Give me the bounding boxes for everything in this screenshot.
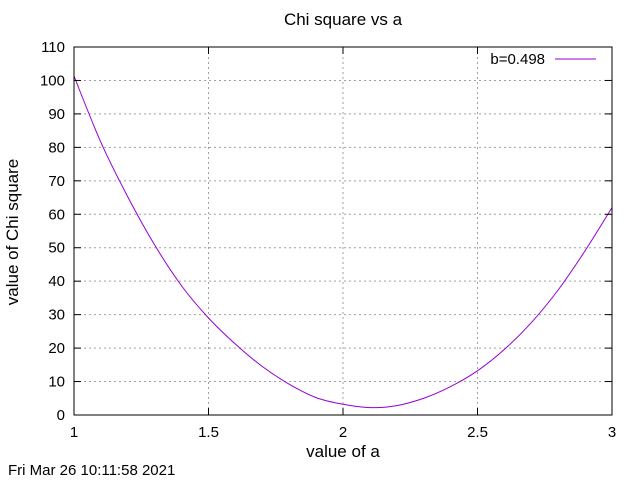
legend-label: b=0.498 xyxy=(490,51,545,68)
gridlines xyxy=(74,47,612,415)
x-tick-label: 3 xyxy=(608,424,616,441)
tick-marks xyxy=(73,46,613,416)
y-tick-labels: 0 10 20 30 40 50 60 70 80 90 100 110 xyxy=(40,39,65,424)
y-tick-label: 90 xyxy=(48,106,65,123)
y-tick-label: 60 xyxy=(48,206,65,223)
x-axis-title: value of a xyxy=(306,442,380,461)
chart-title: Chi square vs a xyxy=(284,10,403,29)
y-tick-label: 110 xyxy=(41,39,65,56)
y-tick-label: 50 xyxy=(48,240,65,257)
series-line-b0498 xyxy=(73,75,613,409)
y-axis-title: value of Chi square xyxy=(3,159,22,305)
y-tick-label: 20 xyxy=(48,340,65,357)
legend: b=0.498 xyxy=(490,51,596,68)
x-tick-label: 2 xyxy=(339,424,347,441)
y-tick-label: 70 xyxy=(48,173,65,190)
y-tick-label: 10 xyxy=(48,374,65,391)
y-tick-label: 80 xyxy=(48,139,65,156)
y-tick-label: 0 xyxy=(57,407,65,424)
y-tick-label: 100 xyxy=(40,72,65,89)
timestamp: Fri Mar 26 10:11:58 2021 xyxy=(8,462,175,479)
y-tick-label: 30 xyxy=(48,307,65,324)
y-tick-label: 40 xyxy=(48,273,65,290)
x-tick-label: 2.5 xyxy=(467,424,488,441)
x-tick-labels: 1 1.5 2 2.5 3 xyxy=(70,424,616,441)
x-tick-label: 1 xyxy=(70,424,78,441)
x-tick-label: 1.5 xyxy=(198,424,219,441)
